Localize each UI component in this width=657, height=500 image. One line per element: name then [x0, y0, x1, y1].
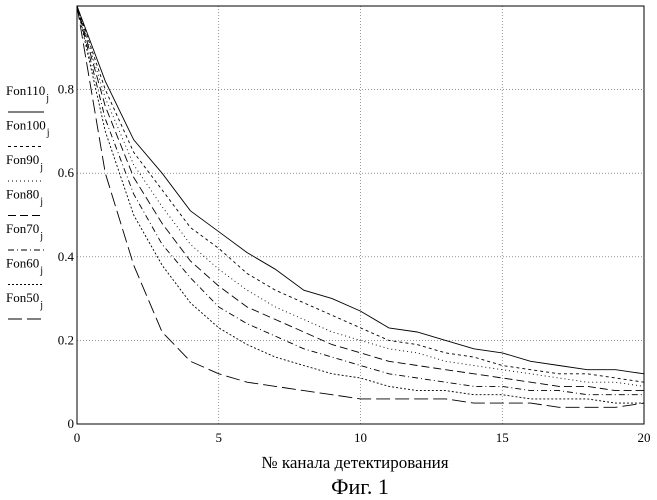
x-tick-label: 0	[74, 430, 81, 445]
x-axis-label: № канала детектирования	[261, 453, 448, 472]
figure-caption: Фиг. 1	[331, 474, 389, 499]
legend: Fon110j Fon100j Fon90j Fon80j Fon70j Fon60j Fo…	[6, 83, 50, 319]
gridlines	[77, 6, 644, 424]
y-tick-label: 0.8	[58, 82, 74, 97]
y-tick-label: 0.2	[58, 332, 74, 347]
series-line-fon100	[77, 6, 644, 382]
plot-frame	[77, 6, 644, 424]
legend-label-fon80: Fon80j	[6, 187, 43, 208]
legend-label-fon100: Fon100j	[6, 118, 50, 139]
y-tick-label: 0.4	[58, 249, 75, 264]
legend-label-fon70: Fon70j	[6, 221, 43, 242]
y-tick-label: 0.6	[58, 165, 75, 180]
y-tick-labels: 0 0.2 0.4 0.6 0.8	[58, 82, 75, 431]
legend-label-fon90: Fon90j	[6, 152, 43, 173]
legend-label-fon60: Fon60j	[6, 256, 43, 277]
x-tick-labels: 0 5 10 15 20	[74, 430, 651, 445]
x-tick-label: 5	[216, 430, 223, 445]
legend-label-fon50: Fon50j	[6, 290, 43, 311]
legend-label-fon110: Fon110j	[6, 83, 49, 104]
x-tick-label: 10	[354, 430, 367, 445]
y-tick-label: 0	[68, 416, 75, 431]
x-tick-label: 20	[638, 430, 651, 445]
x-tick-label: 15	[496, 430, 509, 445]
